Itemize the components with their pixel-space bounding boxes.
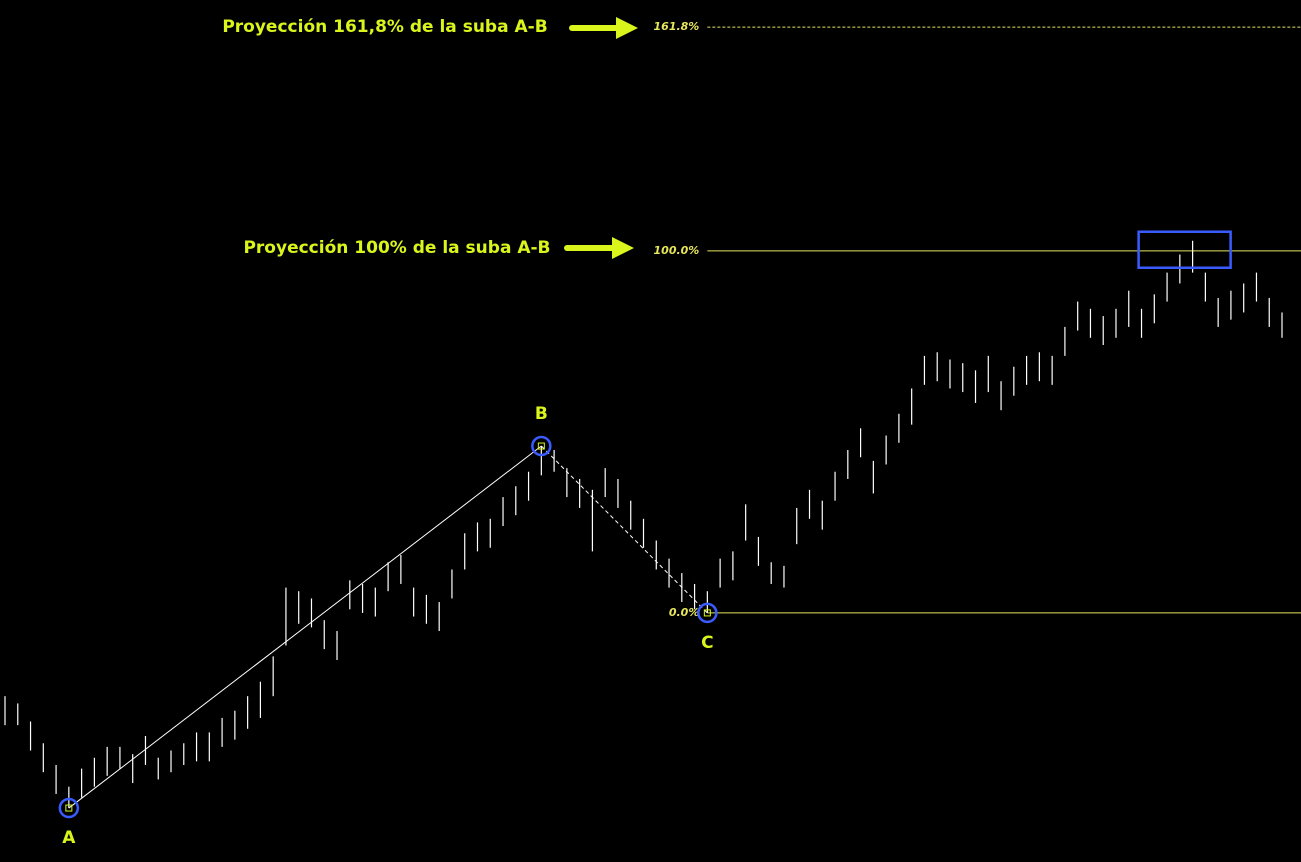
pivot-label: A [62,828,76,848]
pivot-square [65,804,73,812]
annotation: Proyección 161,8% de la suba A-B [222,17,547,37]
level-label: 161.8% [654,20,700,33]
trend-line [68,445,542,809]
pivot-square [703,609,711,617]
pivot-marker [58,797,80,819]
level-label: 0.0% [669,606,700,619]
pivot-marker [531,435,552,457]
highlight-box [1137,230,1232,270]
pivot-marker [697,602,718,624]
pivot-label: B [535,404,548,424]
arrow [564,237,634,259]
pivot-label: C [701,633,713,653]
arrow [569,17,638,39]
retrace-line [540,445,708,614]
annotation: Proyección 100% de la suba A-B [243,238,550,258]
level-label: 100.0% [654,244,700,257]
pivot-square [537,442,545,450]
